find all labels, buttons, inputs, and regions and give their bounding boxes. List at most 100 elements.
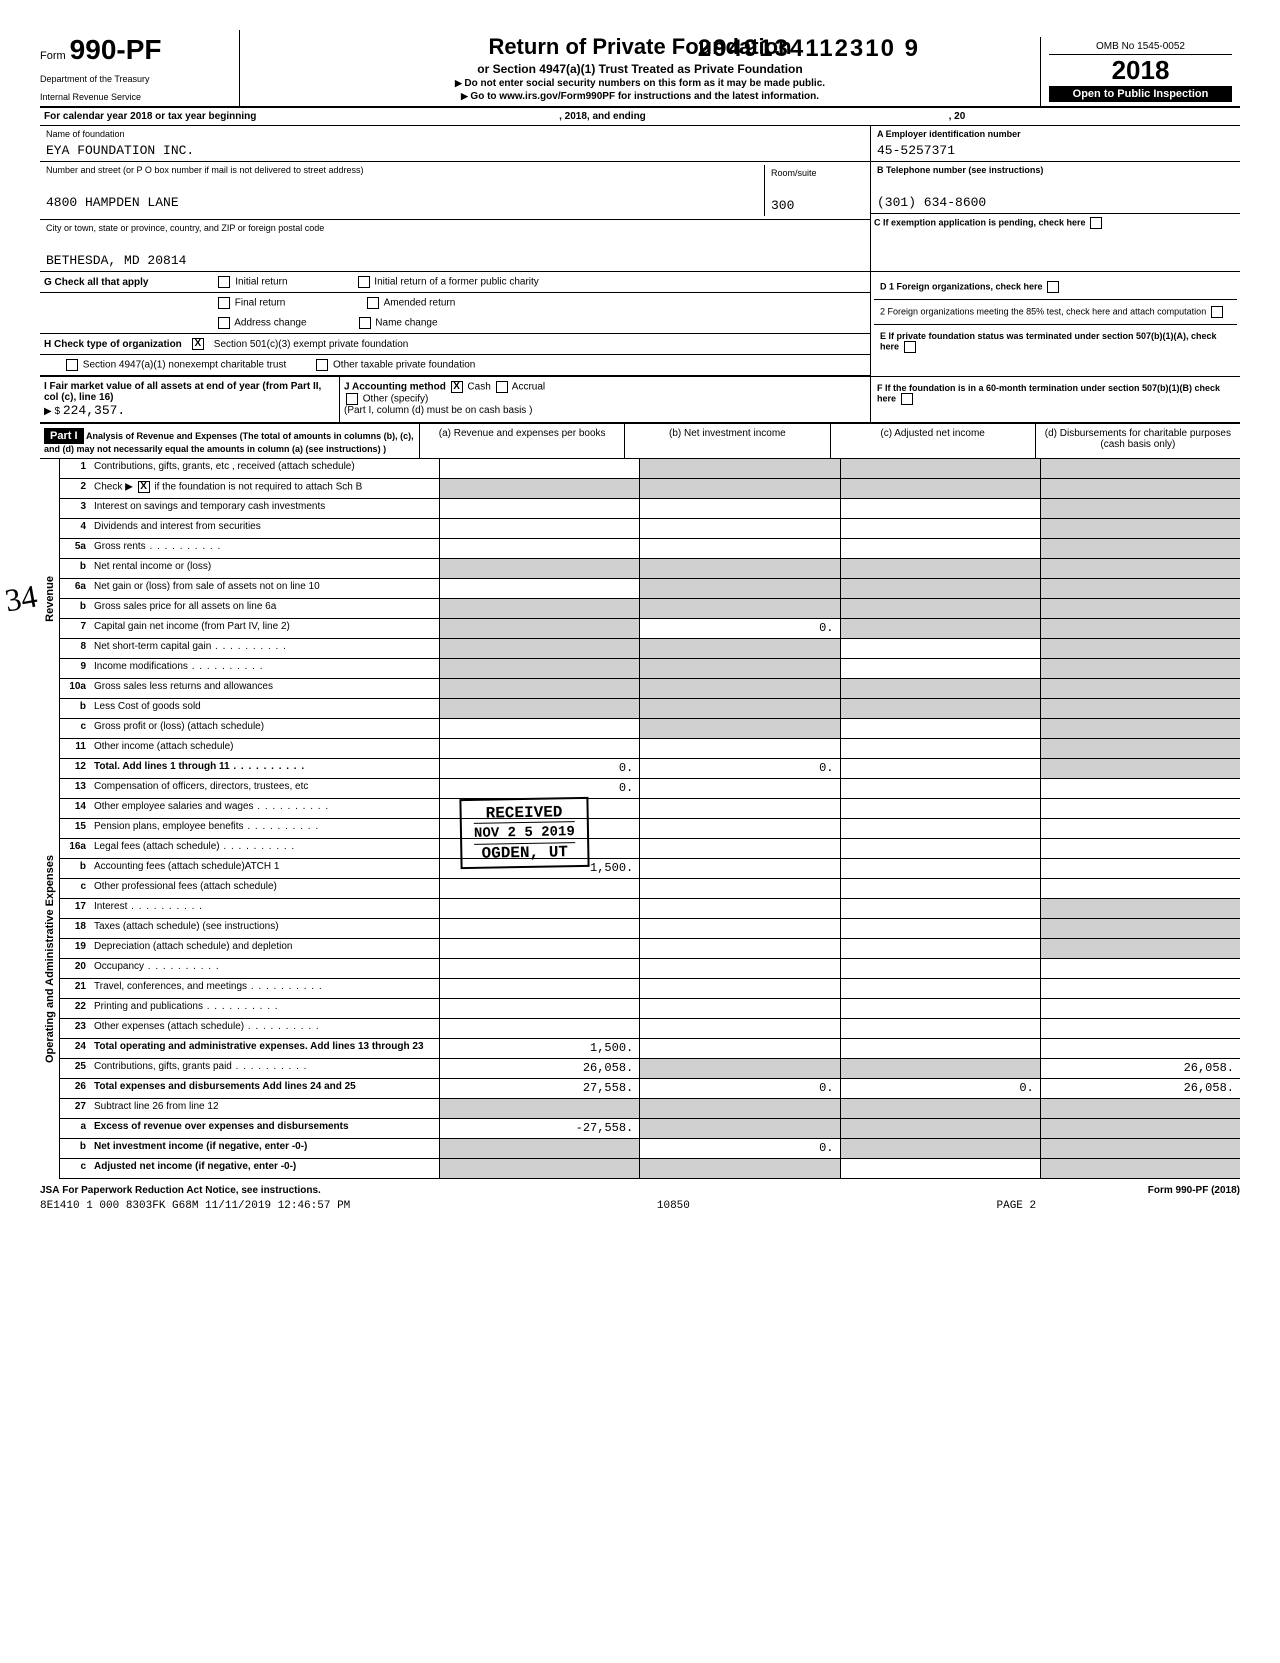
phone: (301) 634-8600 xyxy=(877,195,1234,210)
line-22: 22Printing and publications xyxy=(60,999,1240,1019)
form-note2: Go to www.irs.gov/Form990PF for instruct… xyxy=(248,91,1032,102)
city-label: City or town, state or province, country… xyxy=(46,223,864,233)
line-9: 9Income modifications xyxy=(60,659,1240,679)
document-number: 2949134112310 9 xyxy=(698,35,920,63)
line-6b: bGross sales price for all assets on lin… xyxy=(60,599,1240,619)
d2-label: 2 Foreign organizations meeting the 85% … xyxy=(880,306,1206,316)
line-11: 11Other income (attach schedule) xyxy=(60,739,1240,759)
line-5a: 5aGross rents xyxy=(60,539,1240,559)
line-17: 17Interest xyxy=(60,899,1240,919)
omb-number: OMB No 1545-0052 xyxy=(1049,41,1232,55)
name-label: Name of foundation xyxy=(46,129,864,139)
line-24: 24Total operating and administrative exp… xyxy=(60,1039,1240,1059)
f-checkbox[interactable] xyxy=(901,393,913,405)
tax-year: 2018 xyxy=(1049,55,1232,86)
j-accrual-check[interactable] xyxy=(496,381,508,393)
line-19: 19Depreciation (attach schedule) and dep… xyxy=(60,939,1240,959)
paperwork-notice: For Paperwork Reduction Act Notice, see … xyxy=(62,1185,321,1196)
line-7: 7Capital gain net income (from Part IV, … xyxy=(60,619,1240,639)
line-16b: bAccounting fees (attach schedule)ATCH 1… xyxy=(60,859,1240,879)
room: 300 xyxy=(771,198,858,213)
form-ref: Form 990-PF (2018) xyxy=(1148,1185,1240,1196)
address-label: Number and street (or P O box number if … xyxy=(46,165,764,175)
line-5b: bNet rental income or (loss) xyxy=(60,559,1240,579)
j-cash-check[interactable]: X xyxy=(451,381,463,393)
line-4: 4Dividends and interest from securities xyxy=(60,519,1240,539)
h-label: H Check type of organization xyxy=(44,339,182,350)
j-note: (Part I, column (d) must be on cash basi… xyxy=(344,405,532,416)
j-other-check[interactable] xyxy=(346,393,358,405)
g-final-check[interactable] xyxy=(218,297,230,309)
part1-title: Analysis of Revenue and Expenses (The to… xyxy=(44,431,414,454)
d1-checkbox[interactable] xyxy=(1047,281,1059,293)
h-4947-check[interactable] xyxy=(66,359,78,371)
foundation-info: Name of foundation EYA FOUNDATION INC. N… xyxy=(40,126,1240,272)
j-label: J Accounting method xyxy=(344,382,446,393)
foundation-name: EYA FOUNDATION INC. xyxy=(46,143,864,158)
g-former-check[interactable] xyxy=(358,276,370,288)
part1-table: Revenue Operating and Administrative Exp… xyxy=(40,459,1240,1179)
col-d-header: (d) Disbursements for charitable purpose… xyxy=(1036,424,1240,458)
g-address-check[interactable] xyxy=(218,317,230,329)
phone-label: B Telephone number (see instructions) xyxy=(877,165,1234,175)
line-13: 13Compensation of officers, directors, t… xyxy=(60,779,1240,799)
c-checkbox[interactable] xyxy=(1090,217,1102,229)
h-other-check[interactable] xyxy=(316,359,328,371)
address: 4800 HAMPDEN LANE xyxy=(46,195,764,210)
d2-checkbox[interactable] xyxy=(1211,306,1223,318)
l2-check[interactable]: X xyxy=(138,481,150,493)
page-footer: JSA For Paperwork Reduction Act Notice, … xyxy=(40,1185,1240,1196)
line-8: 8Net short-term capital gain xyxy=(60,639,1240,659)
line-27a: aExcess of revenue over expenses and dis… xyxy=(60,1119,1240,1139)
line-16c: cOther professional fees (attach schedul… xyxy=(60,879,1240,899)
g-initial-check[interactable] xyxy=(218,276,230,288)
d-label: D 1 Foreign organizations, check here xyxy=(880,281,1043,291)
line-25: 25Contributions, gifts, grants paid26,05… xyxy=(60,1059,1240,1079)
e-label: E If private foundation status was termi… xyxy=(880,331,1217,351)
line-10b: bLess Cost of goods sold xyxy=(60,699,1240,719)
col-c-header: (c) Adjusted net income xyxy=(831,424,1036,458)
ein: 45-5257371 xyxy=(877,143,1234,158)
ij-section: I Fair market value of all assets at end… xyxy=(40,377,1240,423)
jsa-label: JSA xyxy=(40,1185,59,1196)
i-label: I Fair market value of all assets at end… xyxy=(44,381,321,403)
form-subtitle: or Section 4947(a)(1) Trust Treated as P… xyxy=(248,62,1032,76)
part1-badge: Part I xyxy=(44,428,84,444)
line-27b: bNet investment income (if negative, ent… xyxy=(60,1139,1240,1159)
revenue-side-label: Revenue xyxy=(44,576,56,622)
check-section: G Check all that apply Initial return In… xyxy=(40,272,1240,377)
g-name-check[interactable] xyxy=(359,317,371,329)
line-14: 14Other employee salaries and wages xyxy=(60,799,1240,819)
c-label: C If exemption application is pending, c… xyxy=(874,217,1086,227)
dept-treasury: Department of the Treasury xyxy=(40,74,231,84)
line-21: 21Travel, conferences, and meetings xyxy=(60,979,1240,999)
g-amended-check[interactable] xyxy=(367,297,379,309)
i-amount: 224,357. xyxy=(63,403,125,418)
line-15: 15Pension plans, employee benefits xyxy=(60,819,1240,839)
footer-timestamp: 8303FK G68M 11/11/2019 12:46:57 PM xyxy=(126,1200,350,1212)
line-1: 1Contributions, gifts, grants, etc , rec… xyxy=(60,459,1240,479)
footer-mid: 10850 xyxy=(657,1200,690,1212)
form-number: 990-PF xyxy=(70,34,162,66)
e-checkbox[interactable] xyxy=(904,341,916,353)
col-b-header: (b) Net investment income xyxy=(625,424,830,458)
handwritten-initials: 34 xyxy=(2,578,40,620)
line-6a: 6aNet gain or (loss) from sale of assets… xyxy=(60,579,1240,599)
line-27c: cAdjusted net income (if negative, enter… xyxy=(60,1159,1240,1179)
line-16a: 16aLegal fees (attach schedule) xyxy=(60,839,1240,859)
h-501c3-check[interactable]: X xyxy=(192,338,204,350)
line-2: 2Check ▶ X if the foundation is not requ… xyxy=(60,479,1240,499)
form-note1: Do not enter social security numbers on … xyxy=(248,78,1032,89)
part1-header-row: Part I Analysis of Revenue and Expenses … xyxy=(40,423,1240,459)
col-a-header: (a) Revenue and expenses per books xyxy=(420,424,625,458)
g-label: G Check all that apply xyxy=(44,277,148,288)
form-label: Form xyxy=(40,50,66,62)
line-23: 23Other expenses (attach schedule) xyxy=(60,1019,1240,1039)
line-20: 20Occupancy xyxy=(60,959,1240,979)
footer-page: PAGE 2 xyxy=(997,1200,1037,1212)
room-label: Room/suite xyxy=(771,168,858,178)
public-inspection: Open to Public Inspection xyxy=(1049,86,1232,102)
line-10c: cGross profit or (loss) (attach schedule… xyxy=(60,719,1240,739)
f-label: F If the foundation is in a 60-month ter… xyxy=(877,383,1220,403)
line-10a: 10aGross sales less returns and allowanc… xyxy=(60,679,1240,699)
